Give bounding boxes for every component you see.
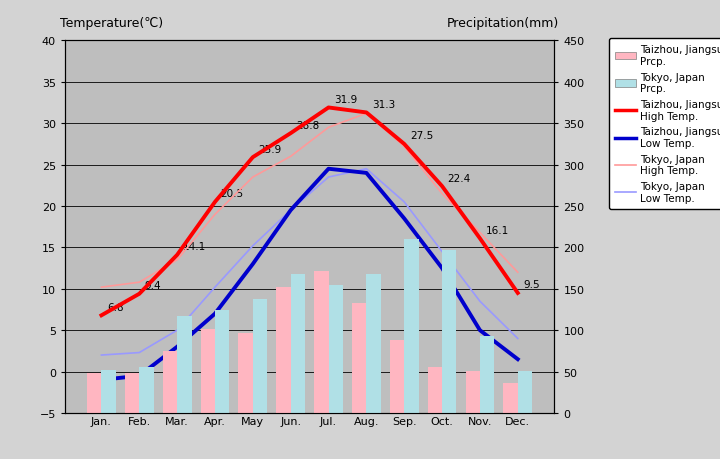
Bar: [314, 272, 328, 413]
Text: 20.5: 20.5: [220, 189, 243, 199]
Bar: [163, 351, 177, 413]
Bar: [466, 371, 480, 413]
Bar: [503, 383, 518, 413]
Legend: Taizhou, Jiangsu
Prcp., Tokyo, Japan
Prcp., Taizhou, Jiangsu
High Temp., Taizhou: Taizhou, Jiangsu Prcp., Tokyo, Japan Prc…: [608, 39, 720, 209]
Bar: [201, 329, 215, 413]
Text: 6.8: 6.8: [107, 302, 124, 312]
Text: 28.8: 28.8: [296, 120, 320, 130]
Bar: [253, 299, 267, 413]
Bar: [390, 341, 404, 413]
Text: 22.4: 22.4: [448, 173, 471, 183]
Bar: [125, 374, 139, 413]
Bar: [291, 274, 305, 413]
Bar: [518, 371, 532, 413]
Bar: [276, 287, 291, 413]
Text: 25.9: 25.9: [258, 144, 282, 154]
Bar: [215, 310, 230, 413]
Bar: [328, 286, 343, 413]
Text: 27.5: 27.5: [410, 131, 433, 141]
Text: Temperature(℃): Temperature(℃): [60, 17, 163, 30]
Text: Precipitation(mm): Precipitation(mm): [447, 17, 559, 30]
Bar: [366, 274, 381, 413]
Text: 31.9: 31.9: [334, 95, 357, 105]
Bar: [404, 240, 418, 413]
Bar: [177, 316, 192, 413]
Bar: [352, 303, 366, 413]
Bar: [480, 336, 495, 413]
Bar: [442, 250, 456, 413]
Bar: [428, 368, 442, 413]
Text: 14.1: 14.1: [183, 242, 206, 252]
Bar: [139, 367, 153, 413]
Bar: [102, 370, 116, 413]
Text: 9.4: 9.4: [145, 280, 161, 291]
Text: 16.1: 16.1: [485, 225, 509, 235]
Bar: [87, 374, 102, 413]
Text: 31.3: 31.3: [372, 100, 395, 110]
Text: 9.5: 9.5: [523, 280, 540, 290]
Bar: [238, 333, 253, 413]
